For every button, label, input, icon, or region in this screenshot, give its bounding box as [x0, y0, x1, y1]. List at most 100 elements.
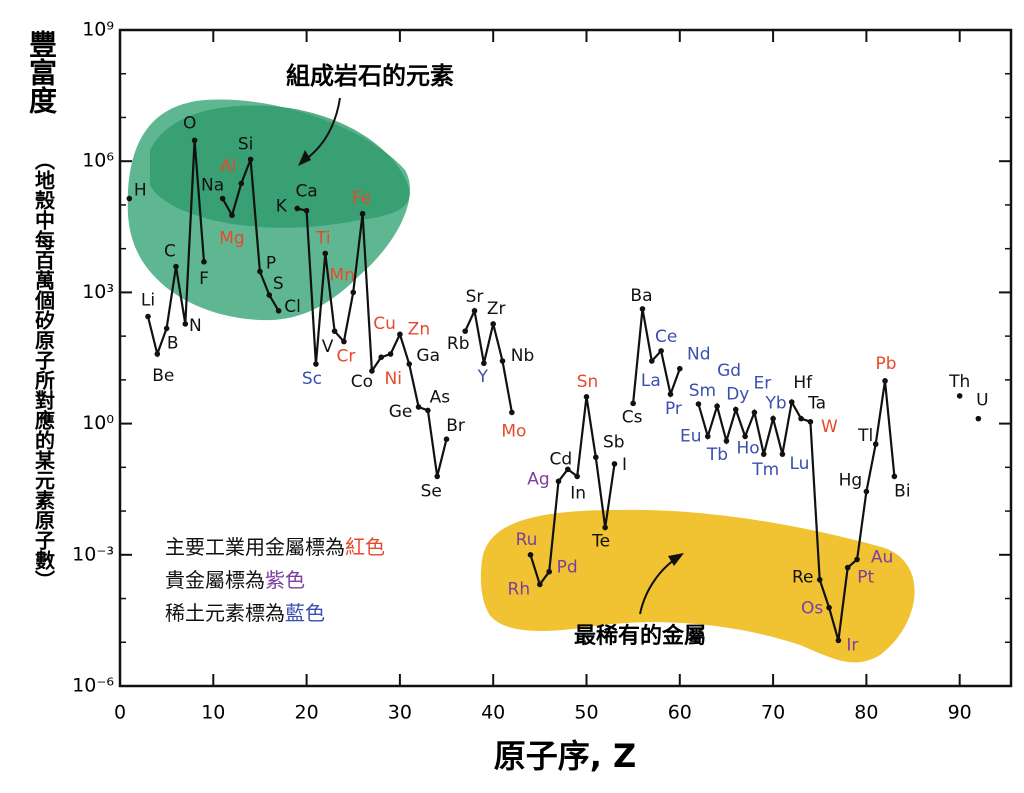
- element-label: Eu: [680, 426, 702, 446]
- data-point: [751, 409, 758, 416]
- y-tick-label: 10⁶: [82, 150, 114, 172]
- element-label: Cl: [284, 297, 301, 317]
- element-label: Yb: [764, 394, 786, 414]
- element-label: O: [183, 113, 196, 133]
- x-tick-label: 0: [114, 702, 126, 724]
- legend-entry: 稀土元素標為藍色: [165, 601, 325, 625]
- data-point: [257, 268, 263, 275]
- data-point: [816, 576, 823, 583]
- data-point: [425, 407, 431, 414]
- element-label: Re: [792, 568, 814, 588]
- data-point: [490, 321, 496, 327]
- data-point: [247, 156, 254, 163]
- data-point: [863, 488, 870, 495]
- element-label: Bi: [894, 481, 910, 501]
- rock-region-inner: [150, 105, 410, 228]
- data-point: [854, 556, 860, 563]
- y-tick-label: 10³: [82, 281, 114, 303]
- data-point: [658, 348, 664, 354]
- element-label: Mn: [330, 265, 355, 285]
- data-point: [788, 399, 795, 405]
- legend-highlight: 紫色: [265, 568, 305, 592]
- data-point: [742, 433, 748, 440]
- element-label: Zr: [487, 299, 506, 319]
- x-tick-label: 30: [388, 702, 412, 724]
- element-label: Er: [754, 373, 772, 393]
- data-point: [145, 313, 151, 320]
- data-point: [537, 581, 543, 588]
- data-point: [266, 292, 273, 298]
- legend-highlight: 藍色: [285, 601, 325, 625]
- element-label: Mg: [219, 228, 244, 248]
- data-point: [798, 415, 804, 422]
- data-point: [835, 637, 842, 644]
- data-point: [695, 401, 702, 407]
- element-label: Sc: [302, 369, 322, 389]
- element-label: Ba: [630, 286, 652, 306]
- data-point: [770, 415, 776, 422]
- data-point: [341, 338, 347, 345]
- element-label: Al: [220, 156, 236, 176]
- element-label: Te: [591, 532, 610, 552]
- element-label: P: [266, 254, 276, 274]
- data-point: [434, 473, 441, 480]
- element-label: La: [641, 371, 661, 391]
- element-label: Cr: [336, 347, 355, 367]
- data-point: [844, 564, 851, 571]
- element-label: Li: [141, 291, 155, 311]
- element-label: S: [273, 274, 284, 294]
- data-point: [397, 331, 403, 338]
- element-label: Cu: [373, 314, 396, 334]
- legend-text: 主要工業用金屬標為: [165, 535, 345, 559]
- annotation: 組成岩石的元素: [286, 62, 454, 90]
- x-tick-label: 90: [948, 702, 972, 724]
- legend-highlight: 紅色: [345, 535, 385, 559]
- y-tick-label: 10⁻⁶: [72, 675, 114, 697]
- element-label: Ce: [655, 327, 677, 347]
- element-label: K: [276, 196, 288, 216]
- legend-text: 稀土元素標為: [165, 601, 285, 625]
- element-label: Ru: [516, 530, 538, 550]
- data-point: [527, 552, 534, 558]
- element-label: Mo: [501, 421, 526, 441]
- element-label: Ho: [737, 438, 760, 458]
- element-label: Pr: [665, 399, 682, 419]
- data-point: [593, 454, 599, 461]
- y-tick-label: 10⁹: [82, 19, 114, 41]
- element-label: Na: [201, 176, 224, 196]
- data-point: [303, 207, 310, 214]
- x-tick-label: 70: [761, 702, 785, 724]
- annotation-arrowhead: [298, 150, 311, 166]
- legend-text: 貴金屬標為: [165, 568, 265, 592]
- data-point: [359, 210, 366, 217]
- data-point: [760, 451, 767, 457]
- element-label: I: [622, 455, 627, 475]
- data-point: [956, 393, 963, 399]
- element-label: Pt: [857, 568, 874, 588]
- x-tick-label: 60: [668, 702, 692, 724]
- element-label: Rb: [447, 334, 470, 354]
- data-point: [704, 433, 711, 440]
- element-label: Be: [152, 366, 174, 386]
- element-label: Gd: [717, 361, 741, 381]
- data-point: [826, 604, 832, 611]
- data-point: [565, 466, 571, 473]
- element-label: F: [199, 269, 209, 289]
- element-label: Ca: [295, 182, 317, 202]
- element-label: Tl: [857, 426, 873, 446]
- data-point: [331, 328, 338, 334]
- data-point: [294, 205, 301, 212]
- data-point: [882, 378, 888, 384]
- element-label: Sm: [689, 381, 716, 401]
- annotation: 最稀有的金屬: [574, 623, 706, 649]
- element-label: Au: [871, 548, 893, 568]
- element-label: B: [167, 333, 179, 353]
- element-label: Pb: [876, 354, 897, 374]
- element-label: Sr: [466, 287, 484, 307]
- element-label: C: [164, 242, 176, 262]
- element-label: V: [322, 337, 334, 357]
- data-point: [639, 306, 646, 312]
- data-point: [583, 394, 590, 400]
- rare-metal-region: [480, 509, 915, 663]
